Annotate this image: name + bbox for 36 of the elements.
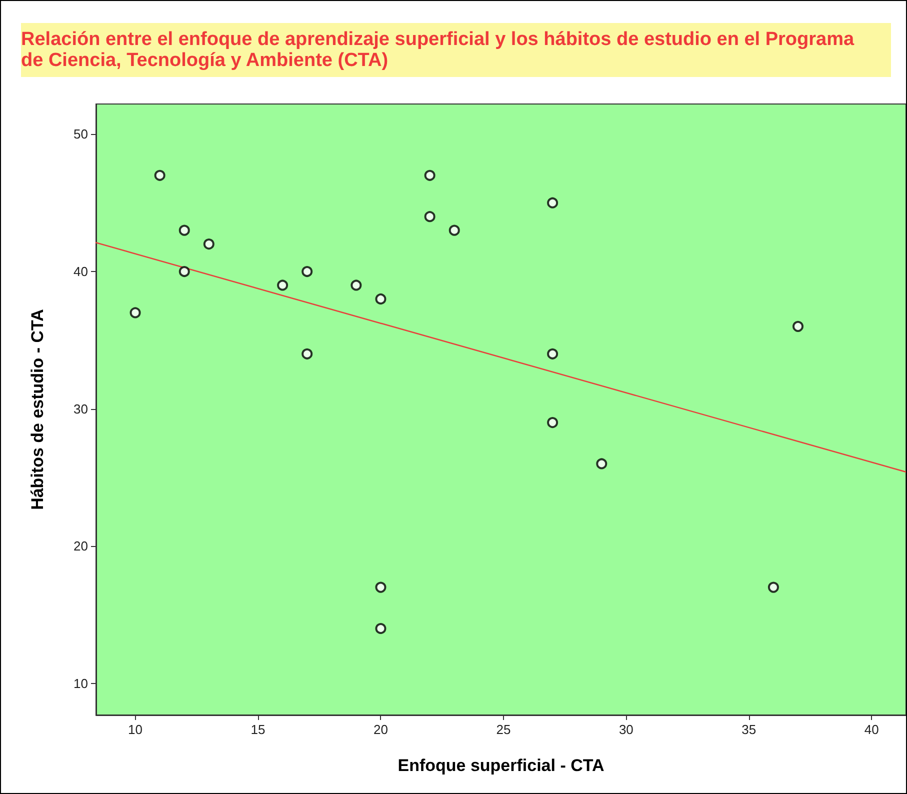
point (350, 280, 362, 291)
point (424, 211, 436, 222)
point (768, 582, 779, 593)
point (375, 582, 386, 593)
point (448, 224, 460, 236)
x-tick-label: 15 (250, 722, 266, 737)
x-tick-label: 40 (864, 722, 879, 737)
point (178, 224, 190, 236)
point (203, 238, 214, 250)
point (375, 293, 386, 304)
y-tick-label: 10 (74, 676, 88, 691)
y-axis-title: Hábitos de estudio - CTA (28, 309, 47, 510)
x-axis-title: Enfoque superficial - CTA (398, 756, 604, 775)
point (130, 307, 141, 318)
point (375, 623, 386, 634)
point (547, 197, 558, 208)
point (302, 348, 313, 360)
point (178, 266, 190, 278)
x-tick-label: 20 (373, 722, 388, 737)
point (424, 170, 436, 181)
point (547, 348, 558, 360)
x-tick-label: 30 (618, 722, 634, 737)
point (277, 280, 288, 291)
point (792, 320, 804, 332)
point (154, 170, 166, 181)
x-tick-label: 35 (742, 722, 756, 737)
point (596, 458, 608, 470)
y-tick-label: 30 (74, 401, 88, 416)
point (302, 266, 313, 278)
x-tick-label: 25 (496, 722, 511, 737)
chart-title: Relación entre el enfoque de aprendizaje superficial y los hábitos de estudio en el Programa de Ciencia, Tecnología y Ambiente (CTA) (21, 29, 860, 71)
y-tick-label: 20 (74, 538, 88, 554)
x-tick-label: 10 (128, 722, 143, 737)
point (547, 417, 558, 428)
y-tick-label: 50 (74, 126, 88, 142)
y-tick-label: 40 (74, 264, 88, 280)
